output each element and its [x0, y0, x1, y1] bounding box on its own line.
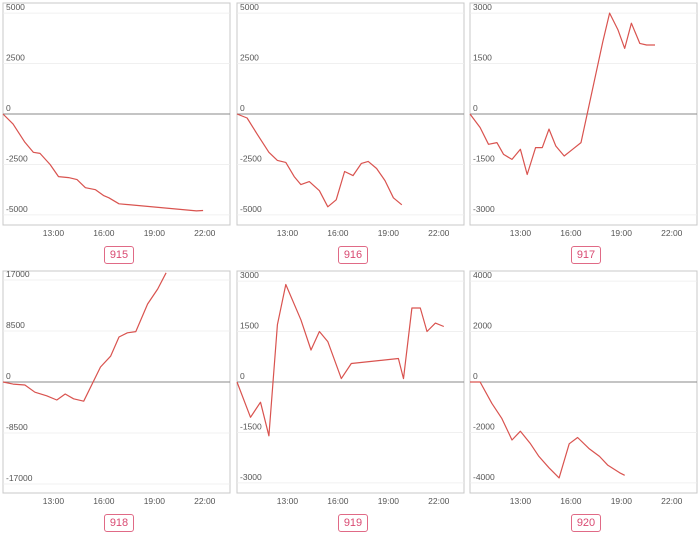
x-tick-label: 13:00 — [510, 228, 532, 238]
x-tick-label: 22:00 — [194, 496, 216, 506]
x-tick-label: 22:00 — [428, 496, 450, 506]
x-tick-label: 22:00 — [194, 228, 216, 238]
series-line — [470, 381, 625, 479]
x-tick-label: 22:00 — [428, 228, 450, 238]
series-line — [236, 113, 403, 208]
y-tick-label: 2500 — [240, 53, 259, 63]
line-chart-919: 3000 1500 0 -1500 -3000 13:00 16:00 19:00 22:00 — [236, 270, 465, 506]
y-tick-label: 2500 — [6, 53, 25, 63]
series-line — [236, 283, 445, 437]
y-tick-label: 0 — [473, 103, 478, 113]
x-tick-label: 13:00 — [277, 496, 299, 506]
x-tick-label: 16:00 — [93, 228, 115, 238]
chart-panel-915: 5000 2500 0 -2500 -5000 13:00 16:00 19:00 22:00 … — [0, 0, 233, 268]
line-chart-920: 4000 2000 0 -2000 -4000 13:00 16:00 19:00 22:00 — [469, 270, 698, 506]
series-line — [2, 113, 204, 212]
x-tick-label: 13:00 — [510, 496, 532, 506]
chart-panel-919: 3000 1500 0 -1500 -3000 13:00 16:00 19:00 22:00 … — [234, 268, 467, 536]
y-tick-label: 0 — [240, 103, 245, 113]
chart-label-919: 919 — [338, 514, 368, 532]
chart-panel-920: 4000 2000 0 -2000 -4000 13:00 16:00 19:00 22:00 … — [467, 268, 700, 536]
y-tick-label: 5000 — [6, 2, 25, 12]
line-chart-915: 5000 2500 0 -2500 -5000 13:00 16:00 19:00 22:00 — [2, 2, 231, 238]
x-tick-label: 13:00 — [43, 228, 65, 238]
y-tick-label: 1500 — [240, 321, 259, 331]
x-tick-label: 22:00 — [661, 228, 683, 238]
y-tick-label: -1500 — [473, 153, 495, 163]
x-tick-label: 19:00 — [611, 496, 633, 506]
y-tick-label: -2500 — [240, 153, 262, 163]
x-tick-label: 16:00 — [560, 496, 582, 506]
y-tick-label: -4000 — [473, 472, 495, 482]
y-tick-label: -3000 — [240, 472, 262, 482]
series-line — [469, 12, 655, 176]
x-tick-label: 16:00 — [93, 496, 115, 506]
line-chart-916: 5000 2500 0 -2500 -5000 13:00 16:00 19:00 22:00 — [236, 2, 465, 238]
x-tick-label: 19:00 — [144, 496, 166, 506]
x-tick-label: 19:00 — [611, 228, 633, 238]
y-tick-label: 0 — [6, 371, 11, 381]
y-tick-label: 3000 — [240, 270, 259, 280]
x-tick-label: 19:00 — [144, 228, 166, 238]
x-tick-label: 16:00 — [327, 228, 349, 238]
x-tick-label: 19:00 — [378, 496, 400, 506]
x-tick-label: 16:00 — [327, 496, 349, 506]
y-tick-label: 0 — [6, 103, 11, 113]
line-chart-917: 3000 1500 0 -1500 -3000 13:00 16:00 19:00 22:00 — [469, 2, 698, 238]
chart-panel-917: 3000 1500 0 -1500 -3000 13:00 16:00 19:00 22:00 … — [467, 0, 700, 268]
chart-panel-916: 5000 2500 0 -2500 -5000 13:00 16:00 19:00 22:00 … — [234, 0, 467, 268]
y-tick-label: 0 — [240, 371, 245, 381]
y-tick-label: 8500 — [6, 320, 25, 330]
series-line — [2, 272, 167, 402]
y-tick-label: -8500 — [6, 422, 28, 432]
y-tick-label: 2000 — [473, 321, 492, 331]
chart-label-918: 918 — [104, 514, 134, 532]
y-tick-label: 4000 — [473, 270, 492, 280]
x-tick-label: 19:00 — [378, 228, 400, 238]
y-tick-label: 1500 — [473, 53, 492, 63]
chart-label-916: 916 — [338, 246, 368, 264]
chart-label-917: 917 — [571, 246, 601, 264]
y-tick-label: 17000 — [6, 269, 30, 279]
x-tick-label: 13:00 — [43, 496, 65, 506]
chart-panel-918: 17000 8500 0 -8500 -17000 13:00 16:00 19:00 22:0… — [0, 268, 233, 536]
y-tick-label: -2500 — [6, 153, 28, 163]
y-tick-label: 3000 — [473, 2, 492, 12]
y-tick-label: -17000 — [6, 473, 33, 483]
chart-label-915: 915 — [104, 246, 134, 264]
x-tick-label: 13:00 — [277, 228, 299, 238]
y-tick-label: 5000 — [240, 2, 259, 12]
y-tick-label: -1500 — [240, 421, 262, 431]
x-tick-label: 22:00 — [661, 496, 683, 506]
x-tick-label: 16:00 — [560, 228, 582, 238]
y-tick-label: 0 — [473, 371, 478, 381]
chart-label-920: 920 — [571, 514, 601, 532]
y-tick-label: -5000 — [6, 204, 28, 214]
y-tick-label: -5000 — [240, 204, 262, 214]
y-tick-label: -2000 — [473, 421, 495, 431]
y-tick-label: -3000 — [473, 204, 495, 214]
line-chart-918: 17000 8500 0 -8500 -17000 13:00 16:00 19:00 22:0… — [2, 269, 231, 506]
